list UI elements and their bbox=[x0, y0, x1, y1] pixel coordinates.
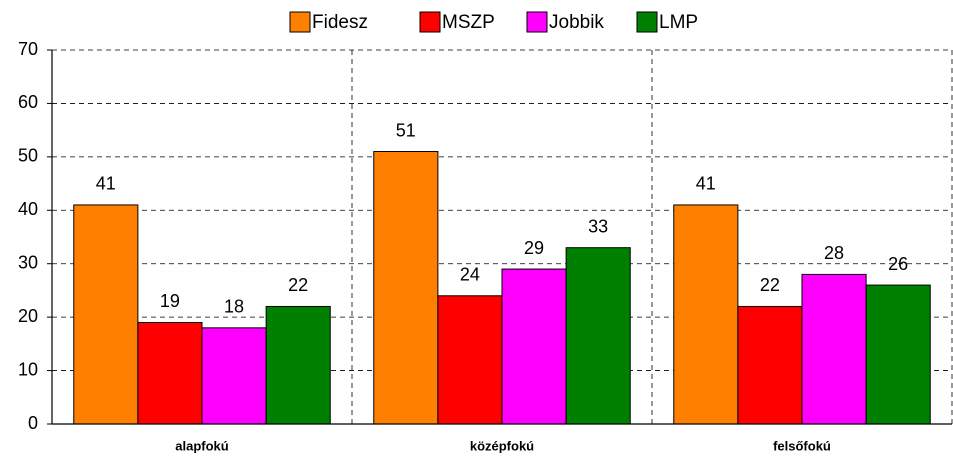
legend-swatch bbox=[526, 11, 548, 33]
data-label: 22 bbox=[288, 275, 308, 295]
data-label: 18 bbox=[224, 297, 244, 317]
data-label: 33 bbox=[588, 216, 608, 236]
bar bbox=[437, 295, 503, 425]
bar bbox=[137, 321, 203, 425]
data-label: 22 bbox=[760, 275, 780, 295]
legend-label: LMP bbox=[659, 12, 698, 33]
data-label: 29 bbox=[524, 238, 544, 258]
x-tick-label: felsőfokú bbox=[773, 438, 831, 453]
bar bbox=[501, 268, 567, 425]
bar bbox=[373, 151, 439, 425]
bar bbox=[673, 204, 739, 425]
data-label: 41 bbox=[696, 174, 716, 194]
y-tick-label: 50 bbox=[18, 146, 38, 166]
y-tick-label: 20 bbox=[18, 306, 38, 326]
legend-label: MSZP bbox=[442, 12, 495, 33]
y-tick-label: 10 bbox=[18, 359, 38, 379]
x-tick-label: középfokú bbox=[470, 438, 534, 453]
data-label: 51 bbox=[396, 120, 416, 140]
data-label: 26 bbox=[888, 254, 908, 274]
data-label: 28 bbox=[824, 243, 844, 263]
bar bbox=[265, 305, 331, 425]
x-tick-label: alapfokú bbox=[175, 438, 229, 453]
bar bbox=[801, 273, 867, 425]
legend-swatch bbox=[419, 11, 441, 33]
legend-label: Fidesz bbox=[312, 12, 368, 33]
bar bbox=[565, 247, 631, 425]
bar bbox=[865, 284, 931, 425]
legend-swatch bbox=[636, 11, 658, 33]
data-label: 19 bbox=[160, 291, 180, 311]
bar bbox=[73, 204, 139, 425]
y-tick-label: 30 bbox=[18, 252, 38, 272]
bar bbox=[737, 305, 803, 425]
legend-label: Jobbik bbox=[549, 12, 604, 33]
y-tick-label: 70 bbox=[18, 39, 38, 59]
data-label: 41 bbox=[96, 174, 116, 194]
data-label: 24 bbox=[460, 265, 480, 285]
y-tick-label: 0 bbox=[28, 413, 38, 433]
bar bbox=[201, 327, 267, 425]
legend-swatch bbox=[289, 11, 311, 33]
y-tick-label: 60 bbox=[18, 92, 38, 112]
y-tick-label: 40 bbox=[18, 199, 38, 219]
